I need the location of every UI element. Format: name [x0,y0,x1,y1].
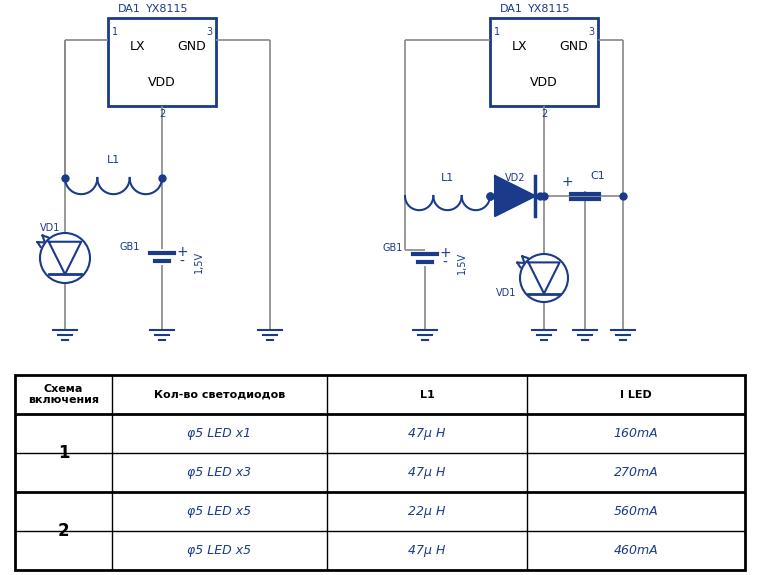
Text: φ5 LED x5: φ5 LED x5 [187,544,252,557]
Text: 460mA: 460mA [613,544,658,557]
Text: 560mA: 560mA [613,505,658,518]
Text: +: + [177,245,188,259]
Text: φ5 LED x5: φ5 LED x5 [187,505,252,518]
Text: 3: 3 [588,27,594,37]
Text: VDD: VDD [530,76,558,90]
Text: L1: L1 [107,155,120,165]
Text: C1: C1 [590,171,605,181]
Text: Кол-во светодиодов: Кол-во светодиодов [154,389,285,400]
Polygon shape [495,176,535,216]
Text: 1: 1 [58,444,69,462]
Text: L1: L1 [441,173,454,183]
Text: 1,5V: 1,5V [457,252,467,274]
Text: 47μ H: 47μ H [409,466,446,479]
Text: +: + [439,246,451,260]
Text: GND: GND [559,40,588,52]
Text: VDD: VDD [148,76,176,90]
Text: 160mA: 160mA [613,427,658,440]
Text: YX8115: YX8115 [146,4,189,14]
Text: 1: 1 [494,27,500,37]
Text: 47μ H: 47μ H [409,544,446,557]
Text: GB1: GB1 [119,242,140,252]
Text: φ5 LED x1: φ5 LED x1 [187,427,252,440]
Bar [108,18,216,106]
Text: -: - [443,256,447,270]
Text: φ5 LED x3: φ5 LED x3 [187,466,252,479]
Text: 3: 3 [206,27,212,37]
Bar [490,18,598,106]
Text: +: + [561,175,573,189]
Text: 1: 1 [112,27,118,37]
Text: 2: 2 [58,522,69,540]
Text: 1,5V: 1,5V [194,251,204,273]
Text: 2: 2 [159,109,165,119]
Text: GB1: GB1 [383,243,403,253]
Text: VD2: VD2 [505,173,525,183]
Text: YX8115: YX8115 [528,4,571,14]
Text: LX: LX [512,40,527,52]
Text: DA1: DA1 [500,4,523,14]
Text: L1: L1 [419,389,435,400]
Text: VD1: VD1 [495,288,516,298]
Text: 270mA: 270mA [613,466,658,479]
Text: GND: GND [177,40,206,52]
Text: -: - [180,255,184,269]
Text: 47μ H: 47μ H [409,427,446,440]
Text: 22μ H: 22μ H [409,505,446,518]
Bar [15,375,745,570]
Text: VD1: VD1 [40,223,60,233]
Text: 2: 2 [541,109,547,119]
Text: DA1: DA1 [118,4,141,14]
Text: Схема
включения: Схема включения [28,384,99,405]
Text: LX: LX [130,40,145,52]
Text: I LED: I LED [620,389,652,400]
